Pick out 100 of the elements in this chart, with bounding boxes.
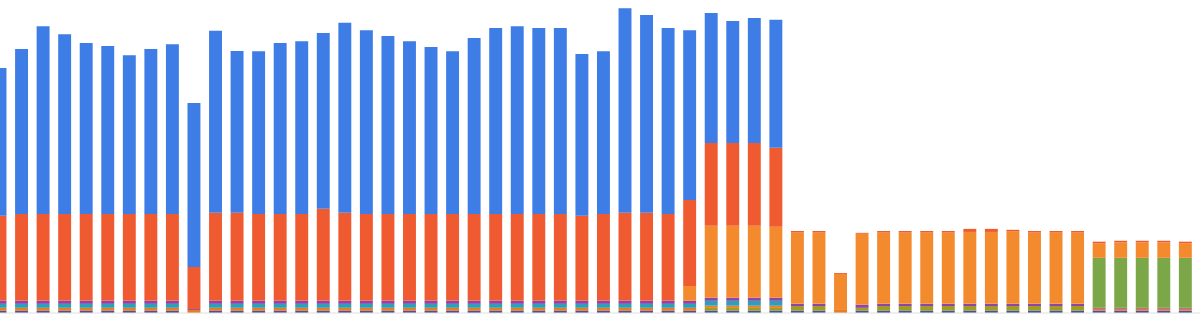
bar [359,213,373,301]
bar [941,303,955,306]
bar [144,49,158,214]
bar [1157,257,1171,308]
bar [122,55,136,214]
bar [661,28,675,214]
bar [812,303,826,306]
bar [963,231,977,304]
bar [15,300,29,304]
bar [640,300,654,304]
bar [898,232,912,304]
bar [1071,305,1085,311]
bar [575,303,589,308]
bar [984,305,998,311]
bar [209,300,222,304]
bar [618,212,632,301]
bar [963,228,977,232]
bar [165,303,179,308]
bar [295,303,309,308]
bar [403,300,416,304]
bar [359,300,373,304]
bar [661,300,675,304]
bar [984,228,998,232]
bar [273,300,287,304]
bar [704,142,718,226]
bar [769,19,783,148]
bar [769,147,783,227]
bar [510,213,524,301]
bar [187,266,201,310]
bar [683,303,697,308]
bar [596,213,610,301]
bar [209,30,222,213]
bar [1071,303,1085,306]
bar [403,213,416,301]
bar [316,300,330,304]
bar [79,300,93,304]
bar [15,213,29,301]
bar [790,303,804,306]
bar [683,199,697,286]
bar [209,303,222,308]
bar [683,285,697,301]
bar [596,51,610,214]
bar [640,14,654,213]
bar [510,303,524,308]
bar [338,212,352,301]
bar [446,51,460,214]
bar [424,213,438,301]
bar [295,213,309,301]
bar [36,213,50,301]
bar [295,41,309,214]
bar [359,303,373,308]
bar [769,226,783,298]
bar [230,300,244,304]
bar [553,303,567,308]
bar [769,300,783,306]
bar [963,303,977,306]
bar [1028,305,1041,311]
bar [273,213,287,301]
bar [618,8,632,213]
bar [1114,257,1128,308]
bar [79,42,93,214]
bar [1006,231,1020,304]
bar [403,41,416,214]
bar [1049,232,1063,304]
bar [984,303,998,306]
bar [403,303,416,308]
bar [446,213,460,301]
bar [1028,232,1041,304]
bar [532,303,546,308]
bar [618,303,632,308]
bar [877,232,891,304]
bar [1157,242,1171,258]
bar [726,297,740,301]
bar [58,213,72,301]
bar [747,297,761,301]
bar [58,303,72,308]
bar [209,212,222,301]
bar [489,28,503,214]
bar [252,300,266,304]
bar [338,22,352,213]
bar [726,225,740,298]
bar [984,231,998,304]
bar [101,300,115,304]
bar [596,303,610,308]
bar [424,46,438,214]
bar [790,232,804,304]
bar [1114,242,1128,258]
bar [467,38,481,214]
bar [1006,305,1020,311]
bar [1028,303,1041,306]
bar [1178,257,1192,308]
bar [489,300,503,304]
bar [230,212,244,301]
bar [920,303,934,306]
bar [963,305,977,311]
bar [1178,243,1192,258]
bar [575,300,589,304]
bar [575,215,589,301]
bar [122,303,136,308]
bar [316,303,330,308]
